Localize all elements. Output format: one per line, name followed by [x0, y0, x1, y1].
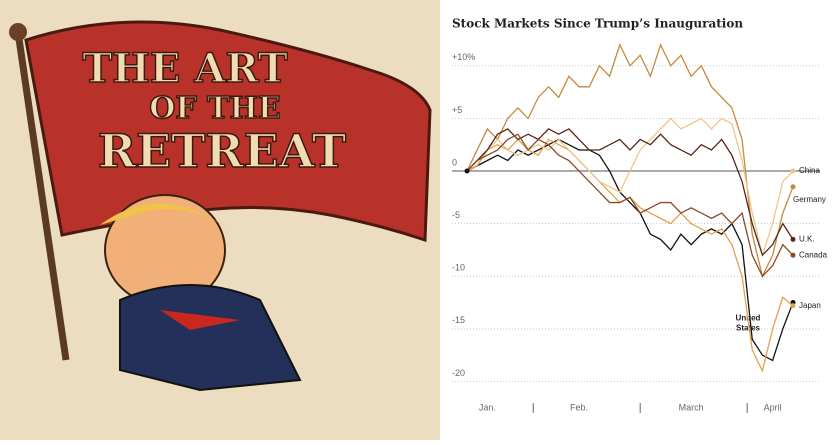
end-dot — [790, 236, 796, 242]
banner-text: THE ART — [82, 45, 288, 92]
series-label: Germany — [793, 195, 826, 204]
figure-tie — [160, 310, 240, 330]
chart-title: Stock Markets Since Trump’s Inauguration — [452, 17, 743, 31]
series-line — [466, 117, 794, 258]
y-tick-label: -20 — [452, 368, 465, 378]
start-dot — [464, 168, 470, 174]
x-tick-label: Jan. — [479, 402, 496, 412]
banner-text: OF THE — [149, 91, 280, 126]
end-dot — [790, 184, 796, 190]
banner-text: RETREAT — [98, 124, 346, 178]
series-line — [466, 128, 794, 257]
y-tick-label: -15 — [452, 315, 465, 325]
end-dot — [790, 168, 796, 174]
illustration: THE ART OF THE RETREAT — [0, 0, 440, 440]
y-tick-label: -10 — [452, 263, 465, 273]
flag-pole — [14, 31, 70, 361]
y-tick-label: +10% — [452, 52, 475, 62]
series-line — [466, 138, 794, 362]
pole-knob — [9, 23, 27, 41]
figure-hair — [100, 203, 230, 230]
end-dot — [790, 303, 796, 309]
y-tick-label: -5 — [452, 210, 460, 220]
series-line — [466, 133, 794, 278]
x-tick-label: Feb. — [570, 402, 588, 412]
x-tick-label: March — [679, 402, 704, 412]
series-label: China — [799, 166, 820, 175]
series-label: Canada — [799, 250, 828, 259]
y-tick-label: 0 — [452, 157, 457, 167]
series-line — [466, 42, 794, 279]
series-label: U.K. — [799, 235, 815, 244]
y-tick-label: +5 — [452, 105, 462, 115]
end-dot — [790, 252, 796, 258]
series-label: Japan — [799, 301, 821, 310]
x-tick-label: April — [764, 402, 782, 412]
